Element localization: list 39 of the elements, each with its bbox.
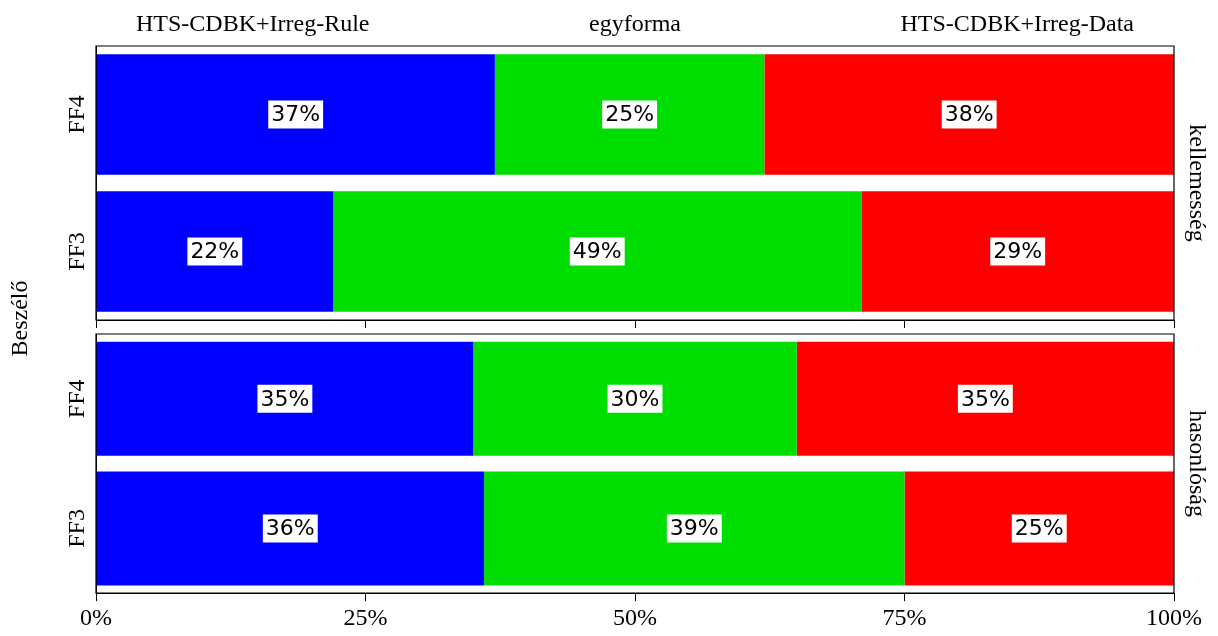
x-tick-label: 75%: [882, 603, 927, 630]
series-label: HTS-CDBK+Irreg-Data: [900, 10, 1134, 37]
x-tick-label: 100%: [1146, 603, 1202, 630]
data-label: 38%: [944, 101, 994, 127]
data-label: 29%: [993, 238, 1043, 264]
bar: [904, 471, 1174, 586]
x-tick-label: 0%: [80, 603, 112, 630]
series-label: egyforma: [589, 10, 681, 37]
bar: [96, 54, 495, 175]
bar: [861, 191, 1174, 312]
bar: [96, 191, 334, 312]
y-tick-label: FF4: [63, 95, 90, 134]
data-label: 25%: [1014, 515, 1064, 541]
y-axis-title: Beszélő: [6, 280, 34, 356]
bar: [473, 341, 797, 456]
bar: [96, 341, 474, 456]
bar: [796, 341, 1174, 456]
data-label: 36%: [265, 515, 315, 541]
series-label: HTS-CDBK+Irreg-Rule: [136, 10, 370, 37]
data-label: 39%: [669, 515, 719, 541]
bar: [494, 54, 765, 175]
data-label: 22%: [190, 238, 240, 264]
x-tick-label: 50%: [613, 603, 657, 630]
data-label: 25%: [605, 101, 655, 127]
data-label: 35%: [960, 385, 1010, 411]
y-tick-label: FF3: [63, 509, 90, 548]
y-tick-label: FF4: [63, 379, 90, 419]
x-tick-label: 25%: [343, 603, 388, 630]
data-label: 35%: [260, 385, 310, 411]
data-label: 37%: [271, 101, 321, 127]
bar: [484, 471, 905, 586]
y-tick-label: FF3: [63, 232, 90, 271]
y2-axis-title: kellemesség: [1184, 124, 1211, 242]
data-label: 49%: [572, 238, 622, 264]
bar: [764, 54, 1174, 175]
bar: [333, 191, 862, 312]
bar: [96, 471, 485, 586]
y2-axis-title: hasonlóság: [1184, 410, 1211, 517]
data-label: 30%: [610, 385, 660, 411]
